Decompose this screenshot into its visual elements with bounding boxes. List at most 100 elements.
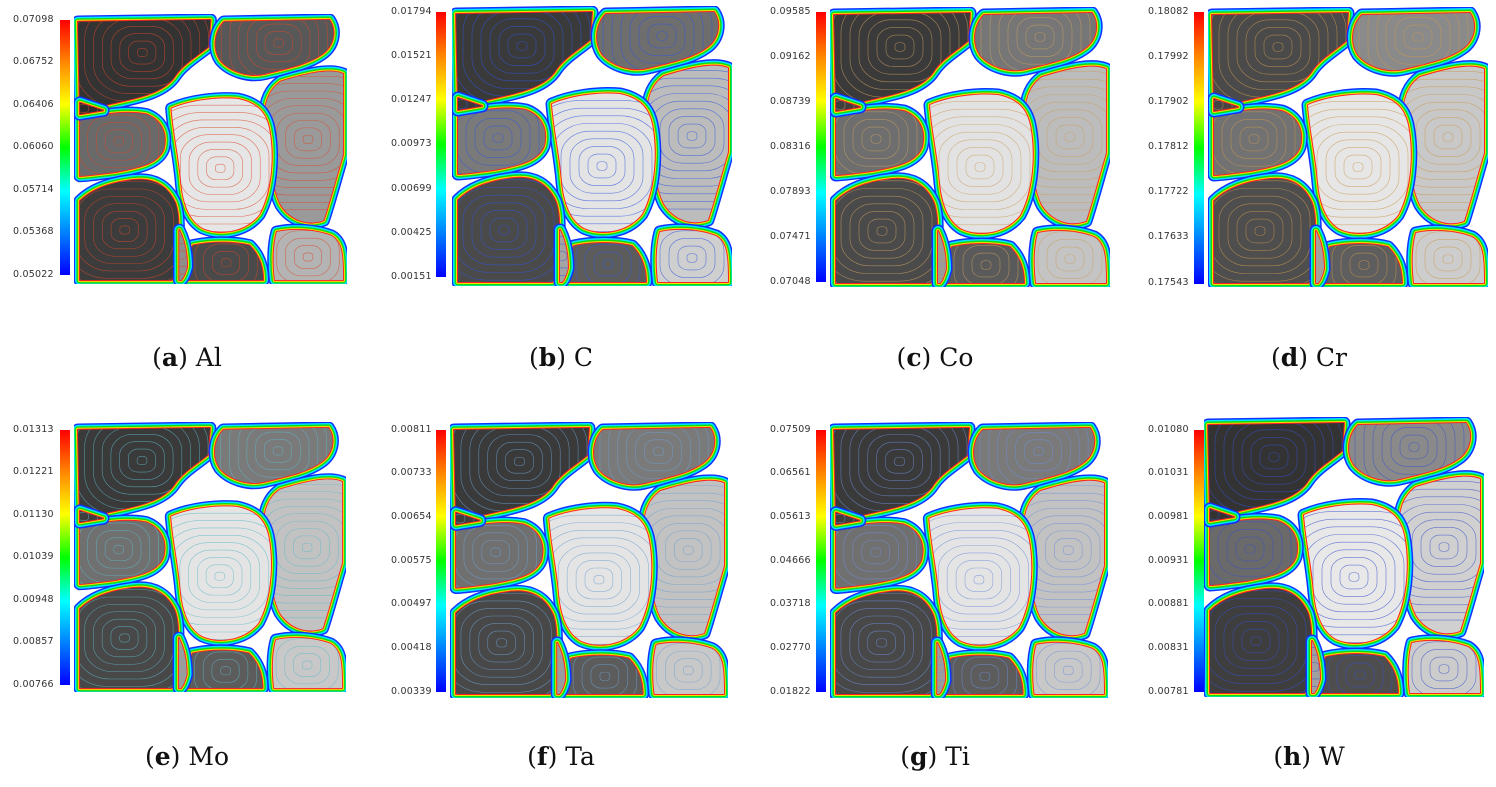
grain-9 — [1309, 224, 1331, 287]
grain-fill — [458, 108, 546, 174]
colorbar-tick: 0.01130 — [13, 509, 54, 520]
grain-fill — [1214, 178, 1316, 283]
caption-letter: h — [1283, 742, 1302, 771]
contour-lines — [1412, 230, 1484, 283]
caption-element: Mo — [188, 742, 230, 771]
contour-lines — [1408, 640, 1480, 693]
colorbar — [816, 12, 826, 282]
contour-lines — [975, 13, 1097, 71]
colorbar-tick: 0.06561 — [770, 467, 811, 478]
grain-fill — [835, 522, 923, 588]
contour-lines — [215, 19, 334, 75]
colorbar-tick: 0.00881 — [1148, 598, 1189, 609]
contour-lines — [178, 638, 187, 689]
panel-c-co: 0.09585 0.09162 0.08739 0.08316 0.07893 … — [748, 0, 1122, 393]
colorbar-tick: 0.01039 — [13, 551, 54, 562]
contour-lines — [458, 98, 482, 110]
colorbar-tick: 0.17543 — [1148, 277, 1189, 288]
contour-lines — [214, 427, 333, 483]
colorbar-tick: 0.05613 — [770, 511, 811, 522]
panel-e-mo: 0.01313 0.01221 0.01130 0.01039 0.00948 … — [0, 394, 374, 787]
concentration-map — [450, 422, 728, 698]
grain-4 — [165, 92, 279, 239]
grain-2 — [1342, 417, 1477, 487]
contour-lines — [568, 243, 646, 282]
contour-lines — [597, 12, 719, 70]
grain-fill — [1399, 476, 1480, 634]
caption-element: C — [573, 343, 594, 372]
concentration-map — [452, 6, 732, 286]
contour-lines — [557, 642, 566, 695]
caption-element: Al — [195, 343, 222, 372]
caption: (b) C — [528, 343, 594, 372]
colorbar-tick: 0.00811 — [391, 424, 432, 435]
colorbar-tick: 0.00733 — [391, 467, 432, 478]
colorbar-tick: 0.02770 — [770, 642, 811, 653]
contour-lines — [1308, 94, 1411, 233]
grain-fill — [656, 229, 728, 282]
grain-fill — [835, 591, 937, 695]
grain-fill — [565, 655, 643, 695]
concentration-map — [830, 7, 1110, 287]
grain-fill — [937, 642, 946, 695]
contour-lines — [656, 229, 728, 282]
grain-2 — [587, 422, 721, 491]
colorbar-tick: 0.00981 — [1148, 511, 1189, 522]
grain-2 — [1346, 7, 1481, 77]
grain-fill — [79, 179, 179, 281]
contour-lines — [1034, 230, 1106, 283]
contour-lines — [273, 229, 344, 281]
colorbar — [60, 430, 70, 685]
grain-fill — [1025, 66, 1106, 224]
grain-4 — [922, 501, 1038, 652]
colorbar-tick: 0.01822 — [770, 686, 811, 697]
grain-fill — [557, 642, 566, 695]
contour-lines — [929, 508, 1032, 645]
panel-b-c: 0.01794 0.01521 0.01247 0.00973 0.00699 … — [374, 0, 748, 393]
colorbar-tick: 0.00654 — [391, 511, 432, 522]
grain-fill — [455, 522, 543, 588]
colorbar — [816, 430, 826, 692]
colorbar-tick: 0.07471 — [770, 231, 811, 242]
grain-2 — [968, 7, 1103, 77]
grain-9 — [1305, 634, 1327, 697]
grain-fill — [1408, 640, 1480, 693]
grain-fill — [1034, 230, 1106, 283]
contour-lines — [938, 231, 946, 283]
colorbar-tick: 0.17812 — [1148, 141, 1189, 152]
colorbar-tick: 0.08739 — [770, 96, 811, 107]
colorbar-tick: 0.00857 — [13, 636, 54, 647]
grain-10 — [1204, 502, 1241, 528]
contour-lines — [455, 591, 557, 695]
contour-lines — [836, 178, 938, 283]
grain-fill — [1214, 109, 1302, 175]
colorbar-tick: 0.06406 — [13, 99, 54, 110]
contour-lines — [1214, 99, 1238, 111]
colorbar-tick: 0.17992 — [1148, 51, 1189, 62]
concentration-map — [74, 14, 347, 284]
colorbar-tick: 0.17902 — [1148, 96, 1189, 107]
colorbar-tick: 0.01031 — [1148, 467, 1189, 478]
grain-fill — [974, 427, 1095, 485]
grain-fill — [1403, 66, 1484, 224]
colorbar — [1194, 12, 1204, 284]
grain-fill — [273, 229, 344, 281]
colorbar — [436, 12, 446, 277]
panel-h-w: 0.01080 0.01031 0.00981 0.00931 0.00881 … — [1122, 394, 1496, 787]
colorbar — [1194, 430, 1204, 692]
colorbar-tick: 0.01080 — [1148, 424, 1189, 435]
grain-fill — [186, 650, 263, 689]
grain-8 — [650, 223, 732, 286]
grain-8 — [1402, 634, 1484, 697]
contour-lines — [594, 427, 715, 485]
grain-fill — [79, 587, 179, 689]
grain-fill — [1312, 641, 1320, 693]
colorbar-tick: 0.00831 — [1148, 642, 1189, 653]
colorbar-tick: 0.01794 — [391, 6, 432, 17]
colorbar-tick: 0.00418 — [391, 642, 432, 653]
grain-8 — [1026, 636, 1108, 698]
grain-fill — [1033, 642, 1105, 695]
grain-fill — [560, 230, 568, 282]
grain-fill — [79, 112, 165, 176]
grain-fill — [836, 109, 924, 175]
